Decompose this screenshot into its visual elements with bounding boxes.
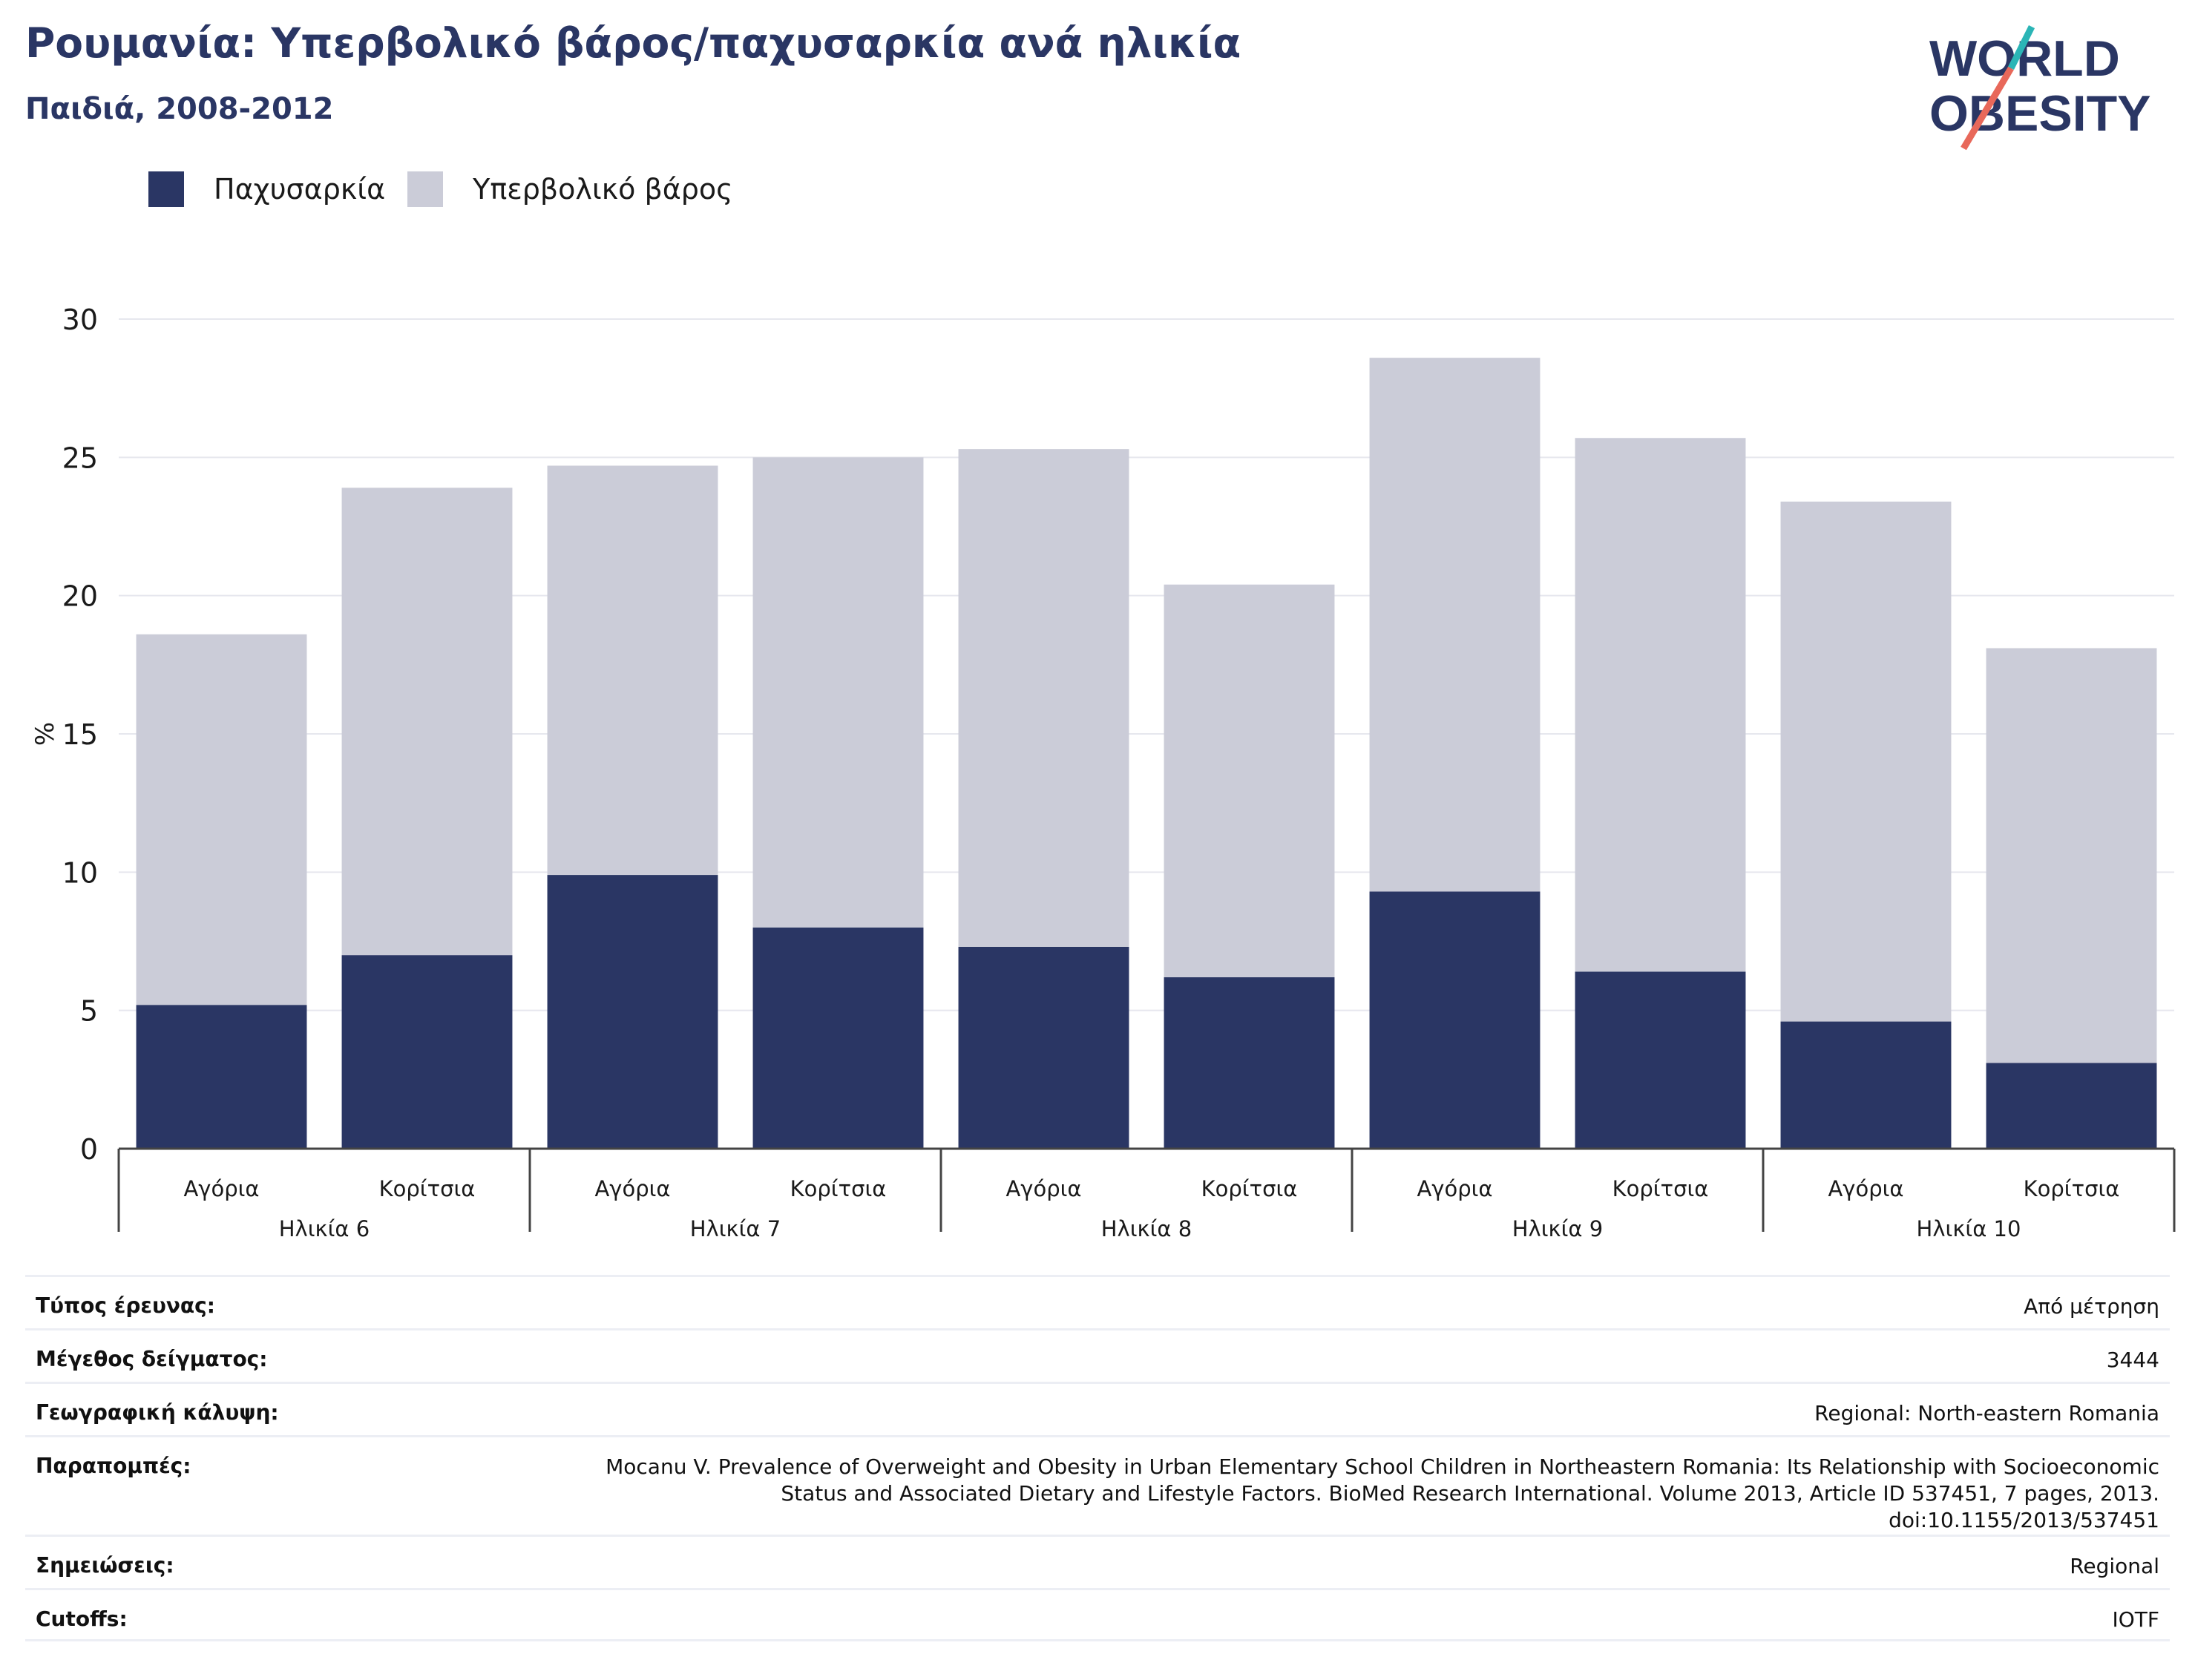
y-axis-label: % <box>30 722 60 746</box>
x-tick-label: Αγόρια <box>1828 1176 1903 1201</box>
bar-obesity <box>136 1005 307 1149</box>
chart-subtitle: Παιδιά, 2008-2012 <box>25 92 334 126</box>
info-label: Σημειώσεις: <box>36 1553 174 1578</box>
info-value: Regional <box>2070 1554 2159 1578</box>
group-label: Ηλικία 8 <box>1101 1216 1192 1241</box>
y-tick-label: 30 <box>62 303 98 336</box>
y-tick-label: 0 <box>80 1133 98 1166</box>
logo-line-2: OBESITY <box>1929 85 2151 142</box>
info-value: IOTF <box>2112 1607 2159 1632</box>
y-tick-label: 20 <box>62 580 98 613</box>
x-tick-label: Αγόρια <box>594 1176 670 1201</box>
y-tick-label: 15 <box>62 718 98 751</box>
legend-swatch-obesity <box>148 171 184 207</box>
y-tick-label: 5 <box>80 995 98 1028</box>
info-label: Παραπομπές: <box>36 1454 191 1478</box>
logo-slash-red <box>1961 66 2014 151</box>
info-row-references: Παραπομπές: Mocanu V. Prevalence of Over… <box>25 1435 2170 1535</box>
x-tick-label: Αγόρια <box>1417 1176 1492 1201</box>
legend-label-obesity: Παχυσαρκία <box>214 173 386 206</box>
bar-overweight <box>752 457 924 928</box>
bar-overweight <box>1575 438 1746 972</box>
chart-title: Ρουμανία: Υπερβολικό βάρος/παχυσαρκία αν… <box>25 19 1241 67</box>
x-tick-label: Κορίτσια <box>790 1176 887 1201</box>
info-label: Cutoffs: <box>36 1607 128 1631</box>
bar-obesity <box>1780 1021 1952 1149</box>
info-row-sample-size: Μέγεθος δείγματος: 3444 <box>25 1328 2170 1382</box>
stacked-bar-chart: 0 5 10 15 20 25 30% Αγόρια Κορίτσια Αγόρια Κορίτσι… <box>30 303 2176 1241</box>
bar-overweight <box>958 449 1129 947</box>
bar-overweight <box>341 488 513 956</box>
info-value: 3444 <box>2106 1348 2159 1372</box>
bar-obesity <box>547 875 718 1149</box>
survey-info-table: Τύπος έρευνας: Από μέτρηση Μέγεθος δείγμ… <box>25 1275 2170 1641</box>
bar-overweight <box>1780 501 1952 1022</box>
bar-overweight <box>1369 358 1541 892</box>
bar-obesity <box>958 946 1129 1149</box>
bar-overweight <box>547 465 718 876</box>
y-tick-label: 10 <box>62 856 98 889</box>
x-tick-label: Κορίτσια <box>379 1176 476 1201</box>
legend-item-overweight: Υπερβολικό βάρος <box>407 171 732 207</box>
bar-overweight <box>136 634 307 1005</box>
info-value: Regional: North-eastern Romania <box>1814 1401 2159 1425</box>
y-tick-label: 25 <box>62 442 98 474</box>
info-label: Γεωγραφική κάλυψη: <box>36 1400 279 1425</box>
bar-overweight <box>1986 648 2157 1063</box>
bar-obesity <box>1575 971 1746 1149</box>
x-tick-label: Κορίτσια <box>2024 1176 2120 1201</box>
legend-label-overweight: Υπερβολικό βάρος <box>473 173 733 206</box>
bar-obesity <box>341 955 513 1149</box>
legend-swatch-overweight <box>407 171 444 207</box>
world-obesity-logo: WORLD OBESITY <box>1929 24 2151 151</box>
info-label: Μέγεθος δείγματος: <box>36 1347 268 1371</box>
x-tick-label: Κορίτσια <box>1201 1176 1298 1201</box>
x-tick-label: Κορίτσια <box>1612 1176 1709 1201</box>
x-tick-label: Αγόρια <box>1005 1176 1081 1201</box>
info-label: Τύπος έρευνας: <box>36 1293 215 1318</box>
info-value: Mocanu V. Prevalence of Overweight and O… <box>606 1454 2159 1532</box>
group-label: Ηλικία 6 <box>279 1216 370 1241</box>
info-value: Από μέτρηση <box>2024 1294 2159 1319</box>
bar-obesity <box>1369 891 1541 1149</box>
group-label: Ηλικία 10 <box>1917 1216 2021 1241</box>
info-row-cutoffs: Cutoffs: IOTF <box>25 1588 2170 1641</box>
bar-obesity <box>752 927 924 1149</box>
info-row-survey-type: Τύπος έρευνας: Από μέτρηση <box>25 1275 2170 1328</box>
x-tick-label: Αγόρια <box>183 1176 259 1201</box>
legend-item-obesity: Παχυσαρκία <box>148 171 385 207</box>
bar-obesity <box>1164 977 1335 1149</box>
group-label: Ηλικία 7 <box>690 1216 781 1241</box>
info-row-notes: Σημειώσεις: Regional <box>25 1535 2170 1588</box>
bar-overweight <box>1164 584 1335 977</box>
group-label: Ηλικία 9 <box>1512 1216 1603 1241</box>
info-row-geography: Γεωγραφική κάλυψη: Regional: North-easte… <box>25 1382 2170 1435</box>
logo-slash-teal <box>2007 24 2035 70</box>
chart-legend: Παχυσαρκία Υπερβολικό βάρος <box>148 167 755 211</box>
bar-obesity <box>1986 1063 2157 1149</box>
